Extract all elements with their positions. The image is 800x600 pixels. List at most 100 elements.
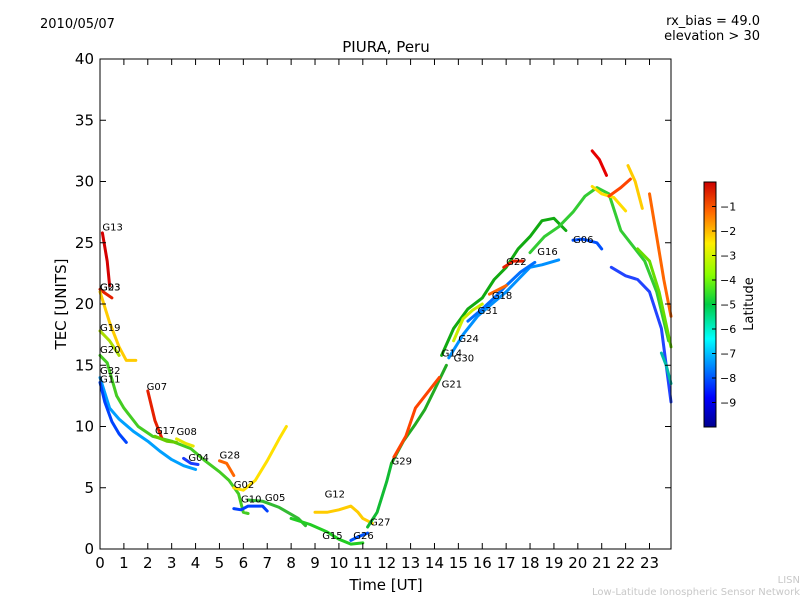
satellite-label-g07: G07 [147, 382, 167, 393]
x-tick-label: 10 [329, 554, 348, 572]
y-tick-label: 25 [75, 234, 94, 252]
series-g22 [502, 259, 525, 269]
x-tick-label: 17 [497, 554, 516, 572]
satellite-label-g32: G32 [100, 366, 120, 377]
x-tick-label: 15 [449, 554, 468, 572]
x-tick-label: 4 [191, 554, 201, 572]
colorbar-tick-label: −7 [720, 348, 736, 361]
series-g08 [175, 437, 195, 448]
x-tick-label: 20 [568, 554, 587, 572]
y-tick-label: 40 [75, 50, 94, 68]
x-tick-label: 11 [353, 554, 372, 572]
series-g06 [571, 237, 604, 251]
satellite-label-g14: G14 [442, 349, 462, 360]
x-tick-label: 5 [215, 554, 225, 572]
y-tick-label: 0 [84, 540, 94, 558]
colorbar-tick-label: −9 [720, 397, 736, 410]
satellite-label-g02: G02 [234, 480, 254, 491]
series-g07 [146, 389, 164, 441]
satellite-label-g16: G16 [537, 247, 557, 258]
satellite-label-g10: G10 [241, 494, 261, 505]
series-extra-4 [607, 177, 632, 198]
plot-frame [99, 58, 672, 550]
satellite-label-g20: G20 [100, 345, 120, 356]
satellite-label-g18: G18 [492, 291, 512, 302]
satellite-label-g24: G24 [458, 334, 478, 345]
series-g19 [98, 329, 121, 357]
satellite-label-g29: G29 [391, 456, 411, 467]
satellite-label-g15: G15 [322, 531, 342, 542]
x-tick-label: 6 [239, 554, 249, 572]
x-tick-label: 0 [95, 554, 105, 572]
series-g28 [218, 459, 236, 477]
satellite-label-g19: G19 [100, 323, 120, 334]
rx-bias-label: rx_bias = 49.0 [666, 14, 760, 29]
series-extra-3 [626, 164, 644, 210]
x-tick-label: 1 [119, 554, 129, 572]
series-g24 [452, 302, 484, 343]
series-g31 [466, 260, 537, 323]
colorbar-tick-label: −3 [720, 250, 736, 263]
colorbar-tick-label: −6 [720, 323, 736, 336]
series-g03 [98, 290, 138, 362]
satellite-label-g11: G11 [100, 374, 120, 385]
colorbar-ticks: −1 −2 −3 −4 −5 −6 −7 −8 −9 [712, 201, 736, 410]
series-g30 [447, 258, 561, 360]
series-extra-1 [590, 149, 608, 177]
x-tick-label: 14 [425, 554, 444, 572]
elevation-label: elevation > 30 [664, 29, 760, 44]
y-axis-label: TEC [UNITS] [52, 259, 70, 351]
series-g17 [153, 434, 178, 444]
series-g16 [528, 186, 671, 343]
satellite-label-g28: G28 [219, 450, 239, 461]
colorbar-tick-label: −8 [720, 372, 736, 385]
series-g18 [487, 284, 508, 296]
x-tick-label: 21 [592, 554, 611, 572]
watermark-short: LISN [777, 575, 800, 586]
satellite-label-g04: G04 [188, 453, 208, 464]
colorbar-tick-label: −2 [720, 225, 736, 238]
series-g04 [182, 456, 200, 466]
satellite-label-g06: G06 [573, 235, 593, 246]
x-tick-label: 22 [616, 554, 635, 572]
series-layer [98, 149, 673, 546]
satellite-label-g22: G22 [506, 257, 526, 268]
y-tick-label: 10 [75, 418, 94, 436]
satellite-label-g08: G08 [176, 427, 196, 438]
colorbar-tick-label: −5 [720, 299, 736, 312]
x-axis-label: Time [UT] [348, 576, 422, 594]
series-g20 [98, 353, 250, 515]
satellite-label-g30: G30 [454, 354, 474, 365]
satellite-label-g05: G05 [265, 493, 285, 504]
x-tick-label: 23 [640, 554, 659, 572]
chart-title: PIURA, Peru [342, 38, 429, 56]
satellite-label-g13: G13 [102, 223, 122, 234]
series-extra-6 [648, 192, 673, 318]
satellite-label-g21: G21 [442, 379, 462, 390]
series-g02 [232, 425, 288, 492]
x-tick-label: 9 [310, 554, 320, 572]
x-tick-label: 16 [473, 554, 492, 572]
series-g27 [366, 461, 393, 529]
x-tick-label: 7 [262, 554, 272, 572]
date-label: 2010/05/07 [40, 17, 115, 32]
series-g12 [313, 504, 374, 525]
ticks-layer: 0 1 2 3 4 5 6 7 8 9 10 11 12 13 14 15 16 17 18 19 20 21 22 2305… [75, 50, 671, 572]
y-tick-label: 15 [75, 356, 94, 374]
series-g26 [349, 531, 370, 542]
satellite-label-g03: G03 [100, 283, 120, 294]
satellite-label-g12: G12 [325, 490, 345, 501]
y-tick-label: 35 [75, 111, 94, 129]
satellite-label-g17: G17 [155, 426, 175, 437]
series-g23 [98, 287, 114, 300]
x-tick-label: 12 [377, 554, 396, 572]
series-g15 [289, 516, 365, 546]
series-g21 [392, 376, 441, 459]
series-g10 [232, 504, 269, 513]
satellite-label-g26: G26 [353, 531, 373, 542]
satellite-label-g27: G27 [370, 518, 390, 529]
colorbar-label: Latitude [742, 277, 757, 331]
x-tick-label: 2 [143, 554, 153, 572]
colorbar-tick-label: −4 [720, 274, 736, 287]
